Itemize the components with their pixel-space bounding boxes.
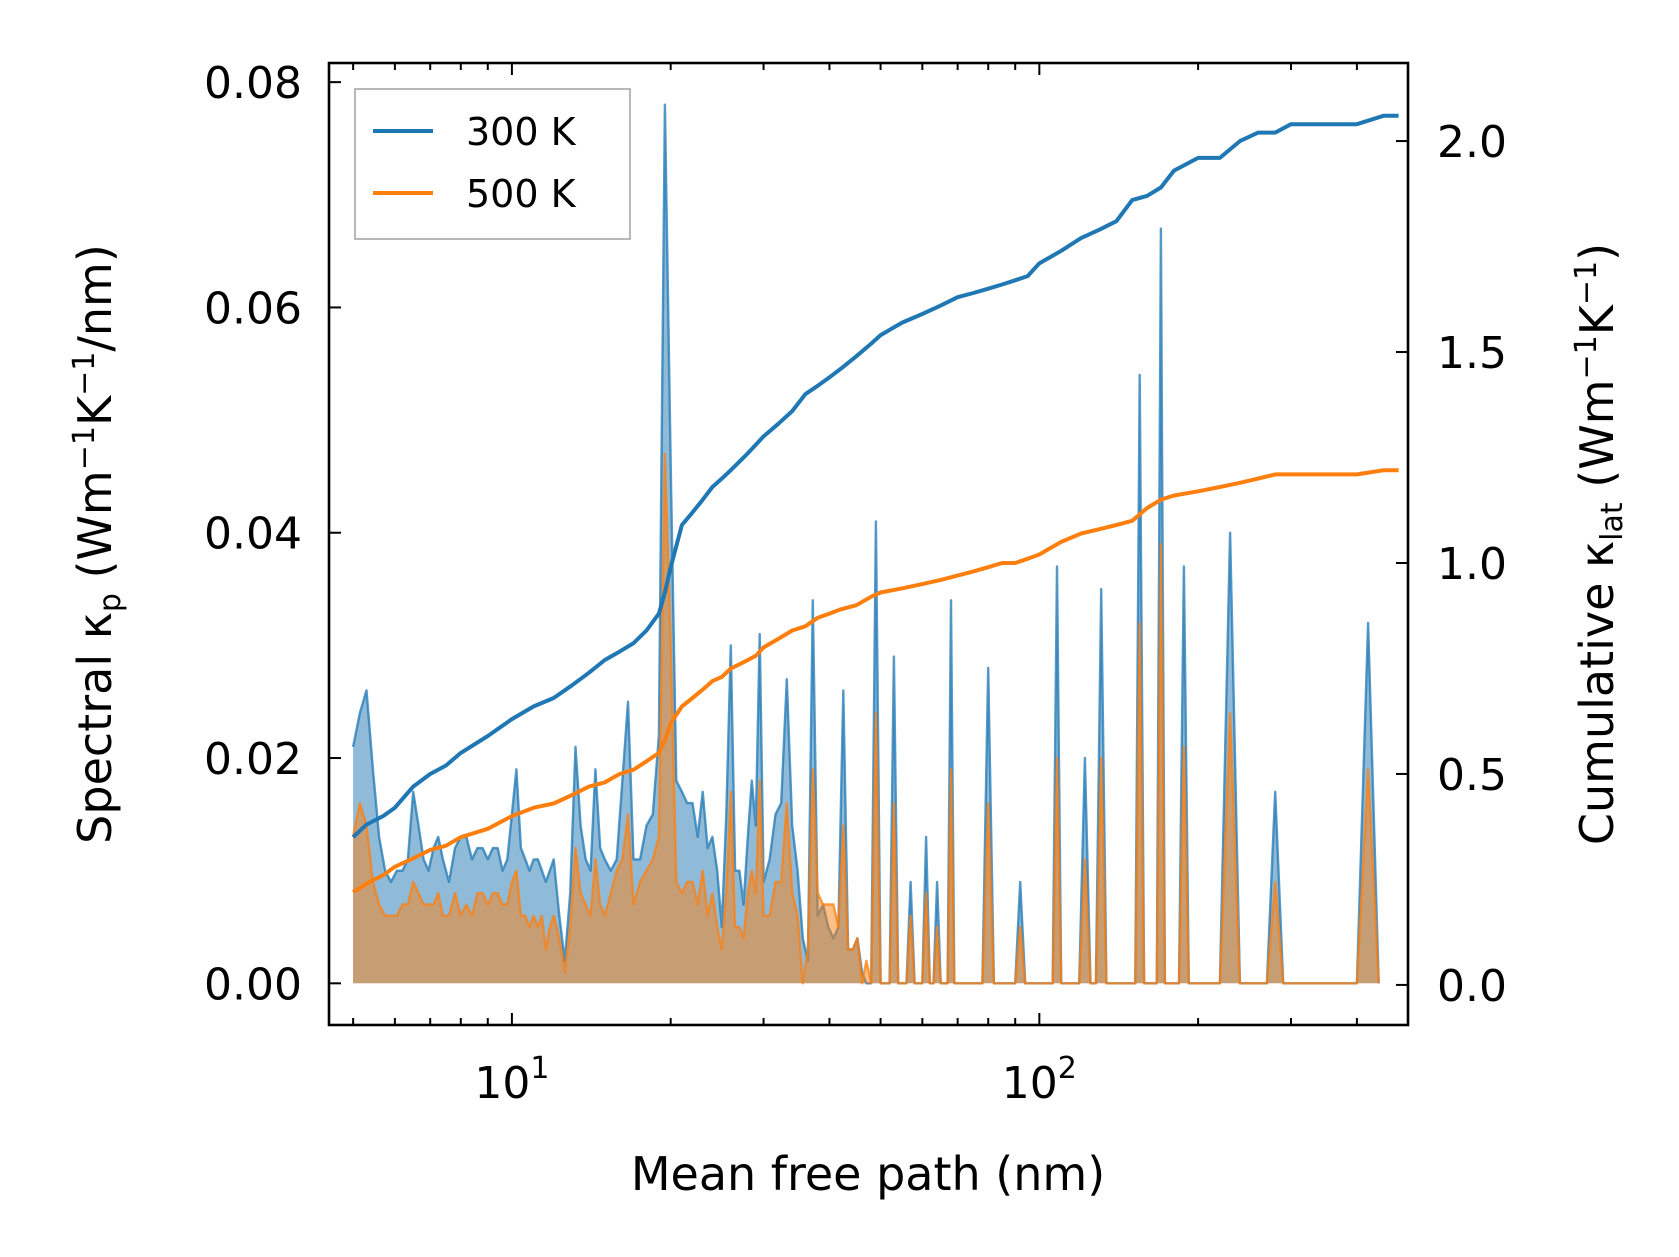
series-lines [351,113,1399,894]
y-axis-title-right: Cumulative κlat (Wm−1K−1) [1569,243,1630,845]
legend-frame [354,88,631,240]
y-right-tick-label: 2.0 [1437,117,1507,168]
spectral-edge-500k [351,452,1380,985]
y-right-tick-label: 0.0 [1437,961,1507,1012]
y-axis-title-left: Spectral κp (Wm−1K−1/nm) [67,244,128,844]
x-tick-label: 102 [1002,1051,1077,1109]
x-tick-label: 101 [474,1051,549,1109]
legend-label-300k: 300 K [466,110,577,154]
y-left-tick-label: 0.00 [204,959,302,1010]
y-right-tick-label: 1.5 [1437,328,1507,379]
legend-label-500k: 500 K [466,172,577,216]
axis-ticks [329,63,1409,1025]
legend: 300 K 500 K [354,88,631,240]
y-left-tick-label: 0.04 [204,509,302,560]
spectral-fills [351,103,1380,985]
y-right-tick-label: 0.5 [1437,750,1507,801]
cumulative-line-500k [352,468,1399,894]
plot-frame [327,61,1410,1027]
y-left-tick-label: 0.02 [204,734,302,785]
y-left-tick-label: 0.08 [204,58,302,109]
tick-labels: 101 102 0.00 0.02 0.04 0.06 0.08 0.0 0.5 1.0 1.5 2.… [204,58,1507,1109]
spectral-area-500k [353,453,1379,984]
y-right-tick-label: 1.0 [1437,539,1507,590]
y-left-tick-label: 0.06 [204,283,302,334]
x-axis-title: Mean free path (nm) [631,1147,1105,1201]
cumulative-line-300k [351,113,1399,839]
